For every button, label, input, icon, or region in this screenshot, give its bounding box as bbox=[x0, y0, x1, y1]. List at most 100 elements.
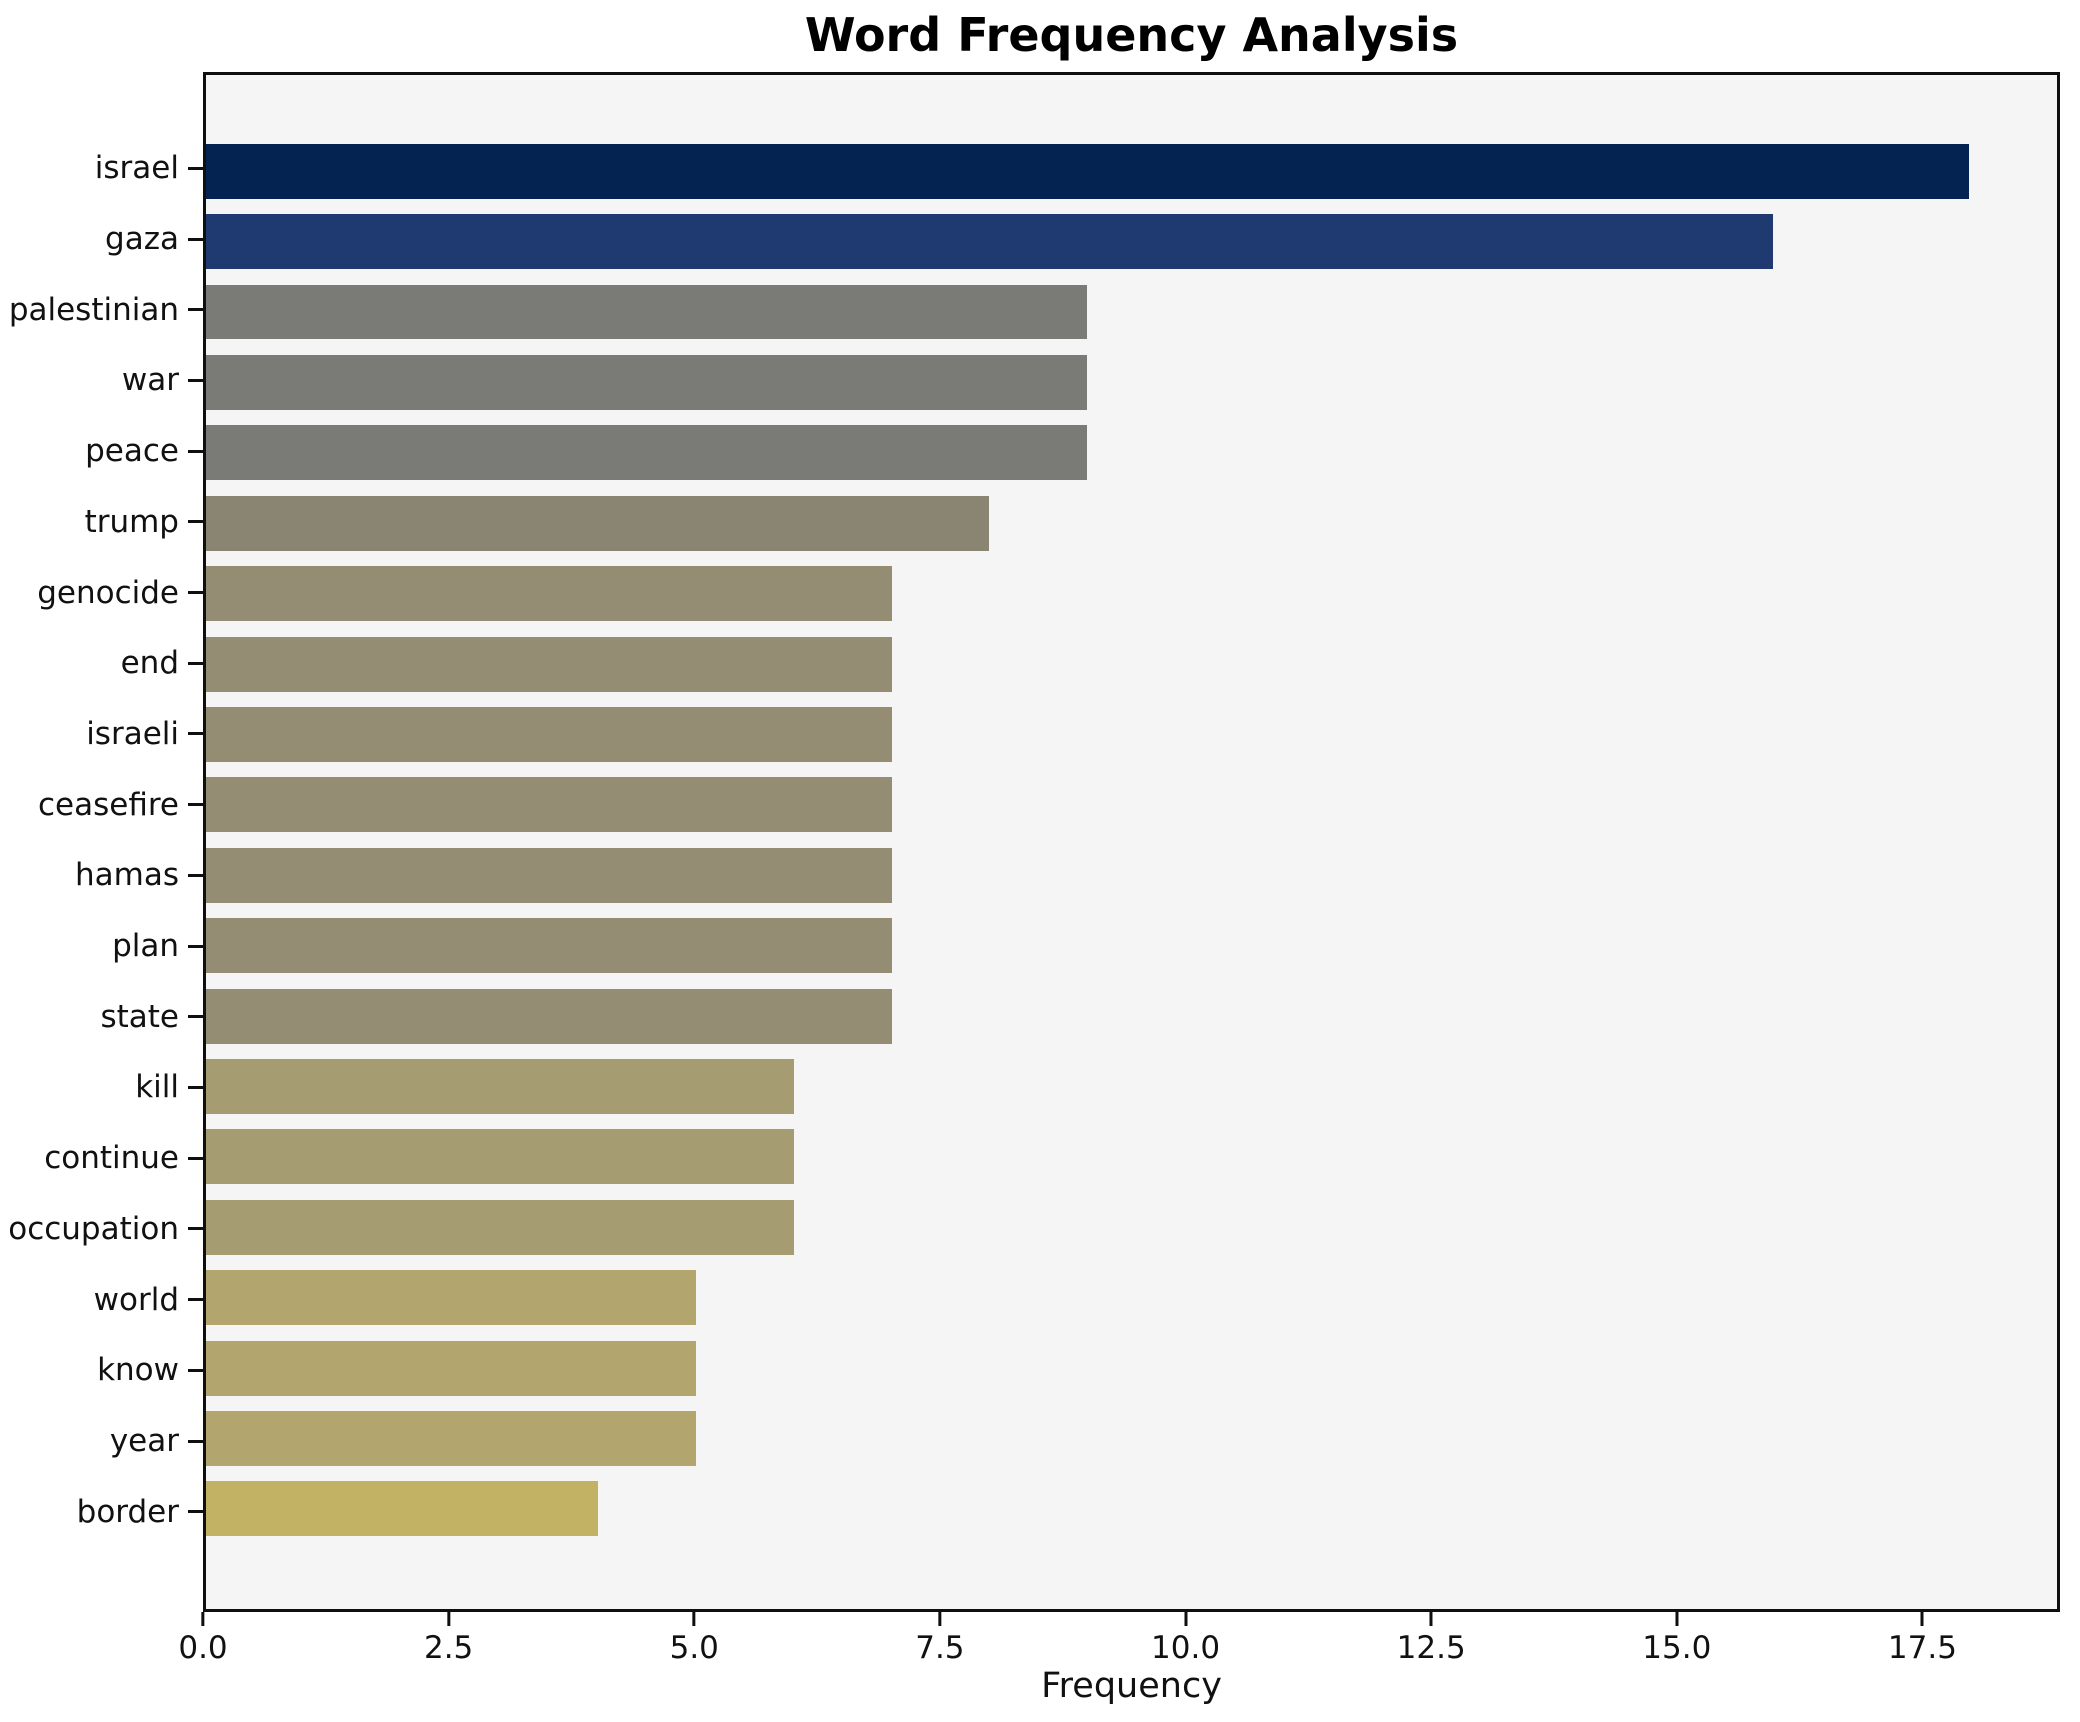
ytick-label-hamas: hamas bbox=[75, 857, 179, 894]
ytick-peace: peace bbox=[0, 416, 203, 487]
bar-ceasefire bbox=[206, 777, 892, 833]
ytick-hamas: hamas bbox=[0, 840, 203, 911]
bar-continue bbox=[206, 1129, 794, 1185]
xtick-label-0.0: 0.0 bbox=[178, 1630, 228, 1666]
xtick-mark bbox=[201, 1612, 205, 1626]
ytick-label-end: end bbox=[120, 645, 179, 682]
bar-row-world bbox=[206, 1263, 2057, 1333]
ytick-mark bbox=[188, 449, 203, 453]
ytick-trump: trump bbox=[0, 487, 203, 558]
ytick-genocide: genocide bbox=[0, 557, 203, 628]
ytick-plan: plan bbox=[0, 911, 203, 982]
xtick-0.0: 0.0 bbox=[178, 1612, 228, 1666]
ytick-label-border: border bbox=[76, 1493, 179, 1530]
bar-row-know bbox=[206, 1333, 2057, 1403]
bar-state bbox=[206, 988, 892, 1044]
xtick-mark bbox=[1429, 1612, 1433, 1626]
bar-kill bbox=[206, 1059, 794, 1114]
bar-row-war bbox=[206, 347, 2057, 417]
ytick-label-kill: kill bbox=[135, 1069, 179, 1106]
bar-know bbox=[206, 1340, 696, 1396]
ytick-occupation: occupation bbox=[0, 1194, 203, 1265]
bar-row-ceasefire bbox=[206, 770, 2057, 840]
xtick-label-5.0: 5.0 bbox=[669, 1630, 719, 1666]
ytick-mark bbox=[188, 166, 203, 170]
ytick-mark bbox=[188, 378, 203, 382]
ytick-gaza: gaza bbox=[0, 204, 203, 275]
bar-world bbox=[206, 1270, 696, 1326]
ytick-label-peace: peace bbox=[85, 433, 179, 470]
xtick-label-17.5: 17.5 bbox=[1887, 1630, 1957, 1666]
ytick-continue: continue bbox=[0, 1123, 203, 1194]
xtick-12.5: 12.5 bbox=[1397, 1612, 1466, 1666]
ytick-world: world bbox=[0, 1264, 203, 1335]
ytick-ceasefire: ceasefire bbox=[0, 769, 203, 840]
xtick-2.5: 2.5 bbox=[424, 1612, 473, 1666]
ytick-mark bbox=[188, 591, 203, 595]
ytick-mark bbox=[188, 944, 203, 948]
ytick-mark bbox=[188, 803, 203, 807]
ytick-israeli: israeli bbox=[0, 699, 203, 770]
ytick-mark bbox=[188, 873, 203, 877]
bar-genocide bbox=[206, 566, 892, 622]
bar-border bbox=[206, 1481, 598, 1537]
xtick-label-10.0: 10.0 bbox=[1151, 1630, 1221, 1666]
bar-row-state bbox=[206, 981, 2057, 1051]
ytick-label-year: year bbox=[109, 1423, 179, 1459]
ytick-war: war bbox=[0, 345, 203, 416]
bar-row-israel bbox=[206, 136, 2057, 206]
ytick-label-occupation: occupation bbox=[8, 1210, 179, 1247]
xtick-mark bbox=[692, 1612, 696, 1626]
bar-hamas bbox=[206, 847, 892, 903]
ytick-mark bbox=[188, 1368, 203, 1372]
bar-row-palestinian bbox=[206, 277, 2057, 347]
ytick-label-palestinian: palestinian bbox=[8, 291, 179, 328]
bar-israel bbox=[206, 143, 1969, 199]
ytick-state: state bbox=[0, 981, 203, 1052]
ytick-mark bbox=[188, 1298, 203, 1302]
ytick-mark bbox=[188, 1015, 203, 1019]
bar-row-israeli bbox=[206, 699, 2057, 769]
bar-war bbox=[206, 354, 1088, 410]
xtick-17.5: 17.5 bbox=[1888, 1612, 1957, 1666]
xtick-label-7.5: 7.5 bbox=[915, 1630, 965, 1666]
ytick-label-gaza: gaza bbox=[105, 221, 179, 258]
bars-container bbox=[206, 75, 2057, 1609]
bar-row-kill bbox=[206, 1051, 2057, 1121]
bar-year bbox=[206, 1411, 696, 1466]
ytick-mark bbox=[188, 1085, 203, 1089]
ytick-end: end bbox=[0, 628, 203, 699]
ytick-palestinian: palestinian bbox=[0, 274, 203, 345]
ytick-mark bbox=[188, 520, 203, 524]
bar-gaza bbox=[206, 214, 1773, 270]
xtick-7.5: 7.5 bbox=[915, 1612, 965, 1666]
chart-title: Word Frequency Analysis bbox=[804, 8, 1459, 62]
bar-israeli bbox=[206, 707, 892, 762]
ytick-label-trump: trump bbox=[84, 503, 179, 540]
bar-row-hamas bbox=[206, 840, 2057, 910]
ytick-label-continue: continue bbox=[44, 1140, 179, 1177]
ytick-label-know: know bbox=[97, 1352, 179, 1389]
ytick-mark bbox=[188, 1156, 203, 1160]
xtick-mark bbox=[1920, 1612, 1924, 1626]
ytick-border: border bbox=[0, 1476, 203, 1547]
bar-end bbox=[206, 636, 892, 692]
bar-row-trump bbox=[206, 488, 2057, 558]
ytick-mark bbox=[188, 661, 203, 665]
ytick-label-israeli: israeli bbox=[86, 715, 179, 752]
xtick-mark bbox=[938, 1612, 942, 1626]
bar-row-end bbox=[206, 629, 2057, 699]
ytick-mark bbox=[188, 732, 203, 736]
bar-palestinian bbox=[206, 284, 1088, 340]
ytick-label-plan: plan bbox=[112, 928, 179, 965]
ytick-mark bbox=[188, 237, 203, 241]
y-axis-labels: israel gaza palestinian war peace trump genoci… bbox=[0, 72, 203, 1612]
bar-plan bbox=[206, 918, 892, 974]
xtick-mark bbox=[1184, 1612, 1188, 1626]
bar-occupation bbox=[206, 1199, 794, 1255]
ytick-mark bbox=[188, 308, 203, 312]
bar-trump bbox=[206, 495, 990, 551]
ytick-israel: israel bbox=[0, 133, 203, 204]
x-axis-ticks: 0.0 2.5 5.0 7.5 10.0 12.5 15.0 17.5 bbox=[178, 1612, 2060, 1672]
